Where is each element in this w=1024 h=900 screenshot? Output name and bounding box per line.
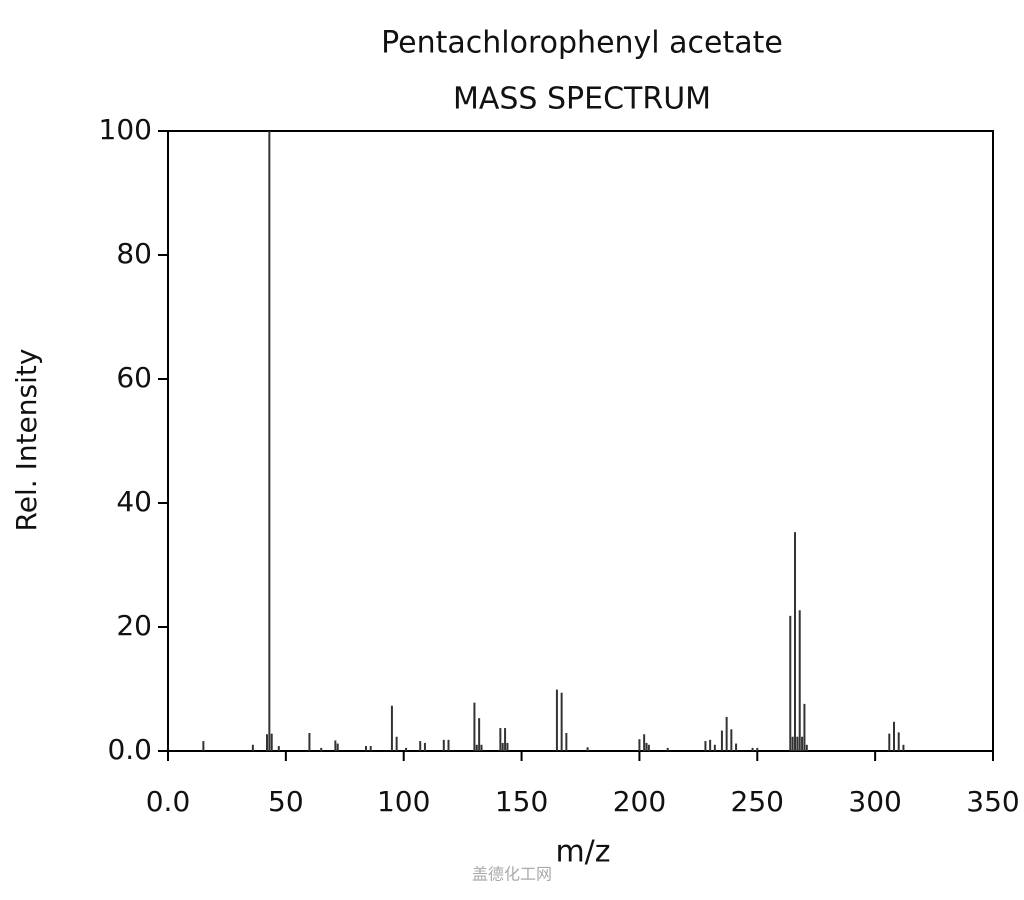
peak: [560, 692, 563, 751]
y-tick-label: 40: [116, 485, 152, 518]
peak: [647, 744, 650, 751]
peak: [473, 702, 476, 751]
peak: [419, 741, 422, 751]
peak: [796, 736, 799, 751]
peak: [423, 742, 426, 751]
peak: [730, 729, 733, 751]
peak: [791, 736, 794, 751]
y-tick-label: 100: [99, 113, 152, 146]
peak: [798, 610, 801, 751]
y-axis-label: Rel. Intensity: [10, 349, 43, 532]
y-tick-label: 80: [116, 237, 152, 270]
peak: [735, 743, 738, 751]
peak: [897, 732, 900, 751]
peak: [805, 744, 808, 751]
peak: [320, 747, 323, 751]
peak: [801, 736, 804, 751]
peak: [499, 728, 502, 751]
peak: [504, 728, 507, 751]
peak: [725, 716, 728, 751]
peak: [565, 733, 568, 751]
peak: [586, 747, 589, 751]
peak: [270, 733, 273, 751]
peak: [405, 747, 408, 751]
x-tick-label: 150: [495, 785, 548, 818]
x-tick-label: 250: [731, 785, 784, 818]
y-tick-label: 60: [116, 361, 152, 394]
peak: [643, 734, 646, 751]
watermark: 盖德化工网: [472, 865, 552, 884]
peak: [480, 744, 483, 751]
x-tick-label: 300: [848, 785, 901, 818]
peak: [475, 744, 478, 751]
x-tick-label: 350: [966, 785, 1019, 818]
x-tick-label: 200: [613, 785, 666, 818]
peak: [202, 741, 205, 751]
peak: [638, 739, 641, 751]
peak: [390, 705, 393, 751]
peak: [501, 742, 504, 751]
chart-subtitle: MASS SPECTRUM: [453, 82, 711, 117]
peak: [794, 532, 796, 751]
peak: [442, 739, 445, 751]
peak: [645, 742, 648, 751]
peak: [506, 742, 509, 751]
x-tick-label: 50: [268, 785, 304, 818]
x-tick-label: 100: [377, 785, 430, 818]
peak: [902, 744, 905, 751]
x-tick-label: 0.0: [146, 785, 191, 818]
peak: [803, 703, 806, 751]
chart-title: Pentachlorophenyl acetate: [381, 26, 783, 61]
peak: [789, 615, 792, 751]
y-tick-label: 20: [116, 609, 152, 642]
peak: [666, 747, 669, 751]
peak: [277, 746, 280, 751]
peak: [308, 733, 311, 751]
peak: [334, 740, 337, 751]
peak: [555, 689, 558, 751]
peak: [251, 744, 254, 751]
peak: [704, 741, 707, 751]
plot-frame: [167, 130, 994, 752]
peak: [893, 721, 895, 751]
peak: [720, 730, 723, 751]
peak: [478, 718, 481, 751]
peak: [365, 746, 367, 751]
peak: [713, 744, 716, 751]
x-axis-label: m/z: [555, 835, 610, 870]
y-tick-label: 0.0: [107, 733, 152, 766]
peak: [268, 131, 271, 751]
peak: [709, 739, 712, 751]
peak: [756, 747, 759, 751]
peak: [447, 739, 450, 751]
peak: [751, 747, 754, 751]
peak: [266, 734, 268, 751]
peak: [369, 746, 372, 751]
peak: [336, 743, 339, 751]
peak: [395, 736, 398, 751]
peak: [888, 733, 891, 751]
